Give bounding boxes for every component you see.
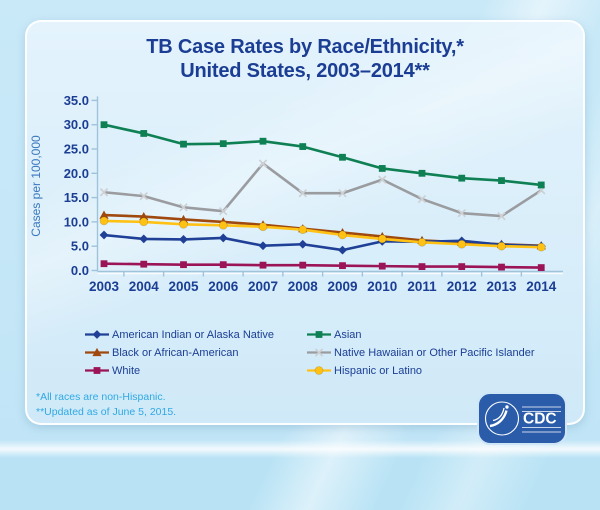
legend-label-black-or-african-american: Black or African-American: [112, 346, 239, 359]
chart-title-line1: TB Case Rates by Race/Ethnicity,*: [146, 36, 464, 58]
hhs-eagle-icon: [484, 401, 520, 436]
legend-marker-native-hawaiian-or-other-pacific-islander: [307, 348, 331, 357]
legend-item-white: White: [84, 364, 306, 377]
legend-item-native-hawaiian-or-other-pacific-islander: Native Hawaiian or Other Pacific Islande…: [306, 346, 559, 359]
legend-marker-black-or-african-american: [85, 347, 109, 357]
cdc-logo-stripes: [522, 406, 561, 433]
legend-item-black-or-african-american: Black or African-American: [84, 346, 306, 359]
legend-marker-american-indian-or-alaska-native: [85, 330, 109, 339]
cdc-logo-text: CDC: [523, 411, 557, 428]
chart-legend: American Indian or Alaska Native Asian Bla…: [84, 328, 559, 377]
bottom-background-band: [0, 452, 600, 510]
legend-marker-asian: [307, 331, 331, 338]
legend-label-white: White: [112, 364, 141, 377]
legend-label-hispanic-or-latino: Hispanic or Latino: [334, 364, 423, 377]
legend-item-american-indian-or-alaska-native: American Indian or Alaska Native: [84, 328, 306, 341]
cdc-logo-background: [477, 392, 567, 445]
footnote-races: *All races are non-Hispanic.: [36, 391, 166, 403]
chart-title: TB Case Rates by Race/Ethnicity,* United…: [27, 35, 583, 83]
footnotes: *All races are non-Hispanic. **Updated a…: [36, 390, 176, 420]
legend-marker-white: [85, 367, 109, 374]
cdc-logo: CDC: [477, 392, 567, 445]
legend-label-american-indian-or-alaska-native: American Indian or Alaska Native: [112, 328, 275, 341]
legend-label-native-hawaiian-or-other-pacific-islander: Native Hawaiian or Other Pacific Islande…: [334, 346, 535, 359]
legend-label-asian: Asian: [334, 328, 362, 341]
footnote-updated: **Updated as of June 5, 2015.: [36, 406, 177, 418]
legend-item-asian: Asian: [306, 328, 559, 341]
legend-marker-hispanic-or-latino: [307, 366, 331, 375]
chart-title-line2: United States, 2003–2014**: [180, 60, 430, 82]
legend-item-hispanic-or-latino: Hispanic or Latino: [306, 364, 559, 377]
